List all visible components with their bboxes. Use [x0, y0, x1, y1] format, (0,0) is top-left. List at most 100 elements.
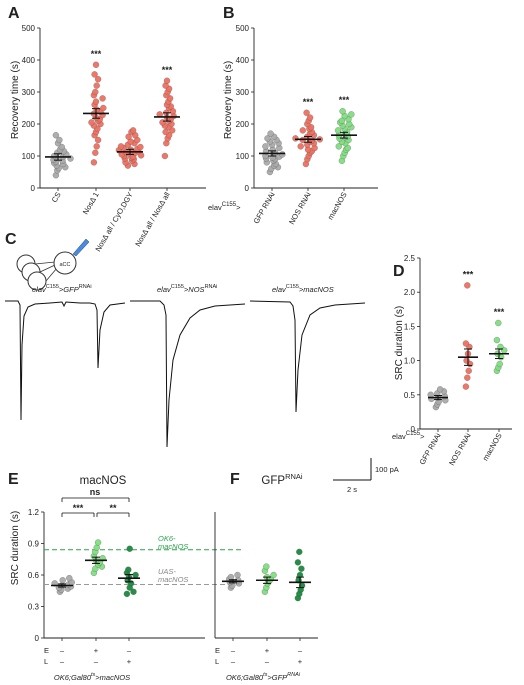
panel-label-b: B: [223, 5, 235, 22]
f-col2-l: –: [265, 657, 270, 666]
genotype-prefix-d-main: elav: [392, 432, 406, 441]
genotype-caption-e-main: OK6;Gal80: [54, 673, 92, 682]
data-point: [161, 152, 169, 160]
data-point: [88, 119, 95, 126]
data-point: [267, 130, 274, 137]
data-point: [464, 374, 471, 381]
data-point: [263, 563, 270, 570]
trace-label-2-prefix: elav: [157, 285, 172, 294]
trace-scale-bar: 100 pA 2 s: [333, 458, 399, 494]
trace-label-2-tailsup: RNAi: [205, 284, 218, 290]
genotype-caption-e-sup: ts: [91, 672, 96, 678]
data-point: [297, 143, 304, 150]
treatment-rows-f: E L – – + – – +: [215, 646, 303, 666]
y-tick-label: 100: [22, 152, 36, 161]
row-label-f-e: E: [215, 646, 220, 655]
y-tick-label: 400: [236, 56, 250, 65]
e-col2-e: +: [94, 646, 99, 655]
data-point: [292, 135, 299, 142]
data-point: [436, 386, 444, 393]
data-point: [303, 109, 310, 116]
genotype-prefix-d-gt: >: [420, 432, 425, 441]
data-point: [66, 575, 73, 582]
panel-label-a: A: [8, 5, 20, 22]
y-tick-label: 0: [245, 184, 250, 193]
y-tick-label: 0: [35, 634, 40, 643]
data-point: [463, 357, 470, 364]
trace-label-1-tail: >GFP: [59, 285, 79, 294]
genotype-prefix-d: elavC155>: [392, 431, 425, 441]
genotype-caption-f: OK6;Gal80ts>GFPRNAi: [226, 672, 301, 682]
data-point: [93, 82, 100, 89]
y-tick-label: 1.5: [404, 322, 416, 331]
data-point: [93, 544, 100, 551]
current-trace-macnos: [249, 300, 366, 413]
x-category-label: NOS RNAi: [447, 431, 473, 467]
y-tick-label: 400: [22, 56, 36, 65]
row-label-e-e: E: [44, 646, 49, 655]
y-tick-label: 500: [236, 24, 250, 33]
genotype-caption-f-main: OK6;Gal80: [226, 673, 264, 682]
panel-f-title-sup: RNAi: [285, 472, 303, 481]
data-point: [125, 566, 132, 573]
y-tick-label: 0.6: [28, 571, 40, 580]
genotype-caption-f-tailsup: RNAi: [287, 672, 301, 678]
panel-e-title: macNOS: [80, 475, 127, 487]
data-point: [163, 77, 171, 84]
data-point: [117, 143, 125, 150]
data-point: [296, 548, 303, 556]
trace-label-3: elavC155>macNOS: [272, 284, 334, 294]
genotype-prefix-b-main: elav: [208, 203, 222, 212]
data-point: [299, 127, 306, 134]
y-axis-label-e: SRC duration (s): [10, 511, 21, 585]
significance-label: ***: [339, 95, 350, 105]
data-point: [94, 136, 102, 144]
genotype-caption-e-tail: >macNOS: [95, 673, 130, 682]
panel-label-e: E: [8, 471, 19, 488]
panel-f-title: GFPRNAi: [261, 472, 302, 487]
data-point: [123, 590, 131, 598]
data-point: [58, 143, 65, 151]
trace-label-3-prefix: elav: [272, 285, 287, 294]
panel-label-f: F: [230, 471, 240, 488]
data-point: [348, 111, 355, 118]
neuron-schematic: aCC: [16, 238, 90, 291]
data-point: [94, 76, 102, 83]
data-point: [129, 127, 137, 134]
data-point: [56, 136, 63, 144]
data-point: [126, 545, 133, 552]
trace-label-1-sup: C155: [46, 284, 59, 290]
data-point: [92, 61, 100, 68]
e-col1-e: –: [60, 646, 65, 655]
data-point: [493, 336, 501, 344]
trace-label-3-sup: C155: [286, 284, 299, 290]
data-point: [298, 565, 305, 572]
data-point: [92, 98, 100, 105]
y-axis-label-b: Recovery time (s): [223, 61, 234, 139]
y-tick-label: 200: [236, 120, 250, 129]
y-tick-label: 2.5: [404, 254, 416, 263]
data-point: [162, 128, 169, 136]
data-point: [464, 282, 471, 289]
trace-label-1-prefix: elav: [32, 285, 47, 294]
row-label-e-l: L: [44, 657, 48, 666]
panel-f-title-main: GFP: [261, 475, 285, 487]
x-category-label: NosΔ all / NosΔ all: [133, 190, 172, 248]
data-point: [92, 149, 99, 156]
x-category-label: macNOS: [326, 191, 349, 222]
current-trace-nos-rnai: [130, 300, 246, 448]
data-point: [91, 71, 98, 78]
y-tick-label: 500: [22, 24, 36, 33]
scale-amp-label: 100 pA: [375, 465, 399, 474]
f-col3-l: +: [298, 657, 303, 666]
genotype-prefix-d-sup: C155: [406, 431, 421, 437]
data-point: [279, 151, 286, 158]
data-point: [93, 143, 100, 150]
x-category-label: GFP RNAi: [252, 190, 277, 225]
significance-label: ***: [463, 269, 474, 279]
trace-label-1: elavC155>GFPRNAi: [32, 284, 92, 294]
y-axis-label-d: SRC duration (s): [394, 306, 405, 380]
